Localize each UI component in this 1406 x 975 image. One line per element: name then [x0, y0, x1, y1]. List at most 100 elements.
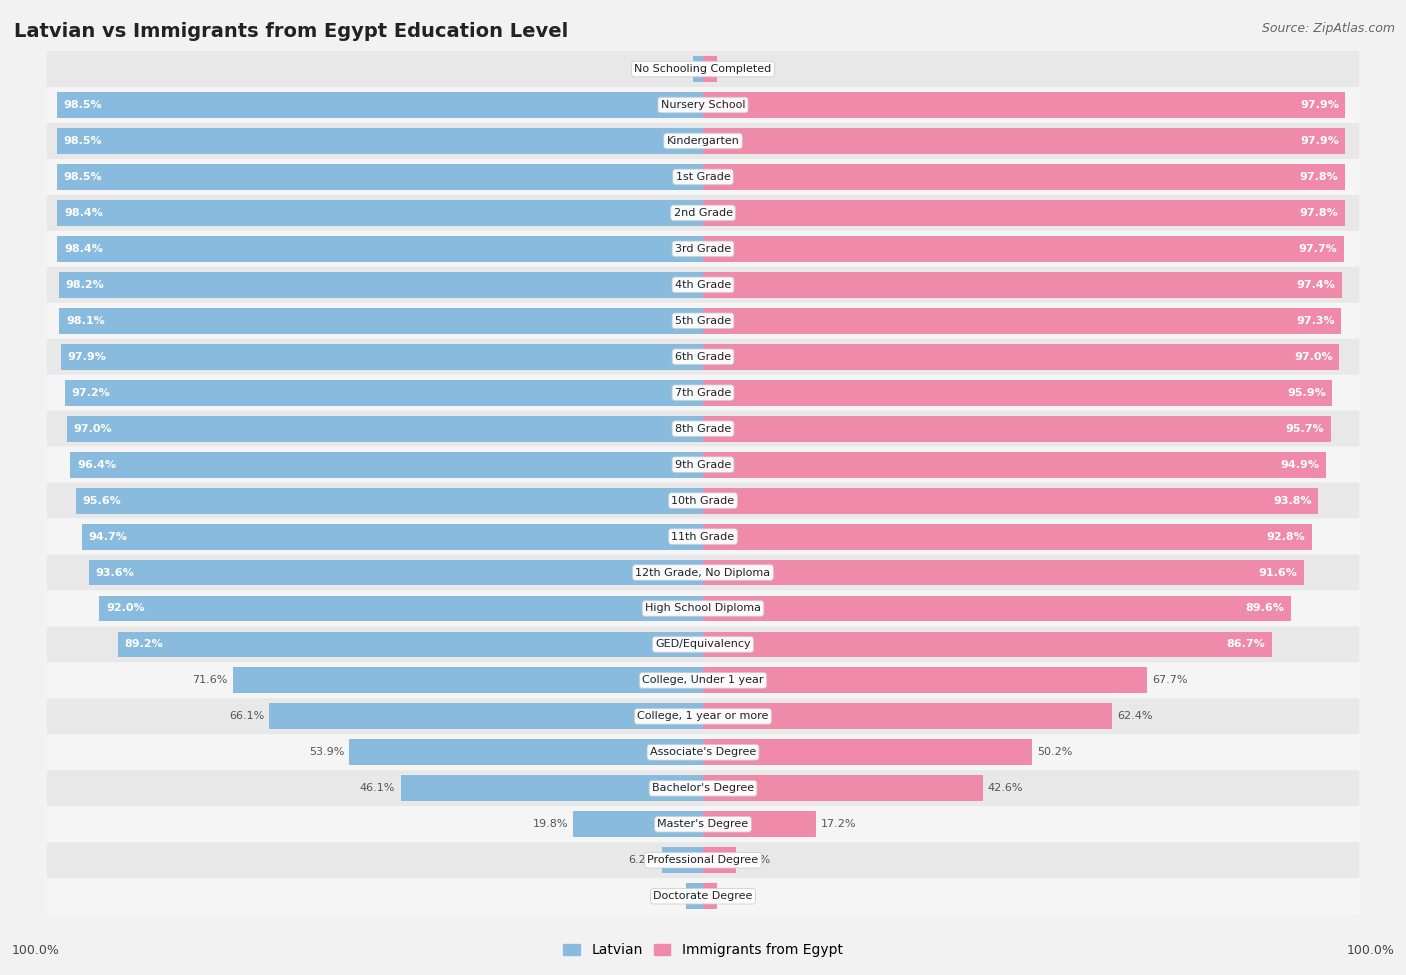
Text: 97.7%: 97.7%	[1299, 244, 1337, 254]
Text: 93.8%: 93.8%	[1274, 495, 1312, 506]
Text: 91.6%: 91.6%	[1258, 567, 1298, 577]
Text: 6th Grade: 6th Grade	[675, 352, 731, 362]
Text: 17.2%: 17.2%	[821, 819, 856, 830]
Bar	[703, 560, 1303, 585]
Text: 4th Grade: 4th Grade	[675, 280, 731, 290]
Bar	[76, 488, 703, 514]
Text: 6.2%: 6.2%	[628, 855, 657, 865]
FancyBboxPatch shape	[46, 410, 1360, 447]
Bar	[703, 272, 1343, 297]
Bar	[662, 847, 703, 874]
Bar	[349, 739, 703, 765]
FancyBboxPatch shape	[46, 159, 1360, 195]
FancyBboxPatch shape	[46, 195, 1360, 231]
Text: 98.2%: 98.2%	[65, 280, 104, 290]
Bar	[703, 847, 737, 874]
Bar	[703, 811, 815, 838]
Text: 8th Grade: 8th Grade	[675, 424, 731, 434]
Bar	[703, 739, 1032, 765]
Text: 10th Grade: 10th Grade	[672, 495, 734, 506]
Text: High School Diploma: High School Diploma	[645, 604, 761, 613]
FancyBboxPatch shape	[46, 662, 1360, 698]
Text: 97.8%: 97.8%	[1299, 172, 1339, 182]
Bar	[270, 703, 703, 729]
Text: 2.1%: 2.1%	[723, 64, 751, 74]
Text: 50.2%: 50.2%	[1038, 748, 1073, 758]
Bar	[703, 380, 1333, 406]
Legend: Latvian, Immigrants from Egypt: Latvian, Immigrants from Egypt	[558, 938, 848, 962]
Text: 97.8%: 97.8%	[1299, 208, 1339, 217]
FancyBboxPatch shape	[46, 734, 1360, 770]
Text: 98.1%: 98.1%	[66, 316, 104, 326]
Bar	[703, 57, 717, 82]
Bar	[703, 632, 1272, 657]
Bar	[401, 775, 703, 801]
Text: 42.6%: 42.6%	[988, 783, 1024, 794]
Text: 3rd Grade: 3rd Grade	[675, 244, 731, 254]
Bar	[233, 668, 703, 693]
FancyBboxPatch shape	[46, 447, 1360, 483]
Bar	[118, 632, 703, 657]
FancyBboxPatch shape	[46, 878, 1360, 915]
Text: Kindergarten: Kindergarten	[666, 136, 740, 146]
Text: 94.9%: 94.9%	[1279, 459, 1319, 470]
FancyBboxPatch shape	[46, 627, 1360, 662]
Bar	[703, 308, 1341, 333]
Bar	[686, 883, 703, 909]
Bar	[100, 596, 703, 621]
Text: 5th Grade: 5th Grade	[675, 316, 731, 326]
Bar	[58, 236, 703, 262]
Text: 98.5%: 98.5%	[63, 172, 101, 182]
Bar	[60, 344, 703, 370]
Bar	[703, 200, 1344, 226]
Text: 98.4%: 98.4%	[63, 244, 103, 254]
Bar	[703, 703, 1112, 729]
Text: Professional Degree: Professional Degree	[647, 855, 759, 865]
Text: 98.5%: 98.5%	[63, 100, 101, 110]
Text: Associate's Degree: Associate's Degree	[650, 748, 756, 758]
FancyBboxPatch shape	[46, 698, 1360, 734]
Bar	[56, 92, 703, 118]
Text: 97.9%: 97.9%	[1301, 136, 1339, 146]
FancyBboxPatch shape	[46, 338, 1360, 374]
Text: College, Under 1 year: College, Under 1 year	[643, 676, 763, 685]
Text: Latvian vs Immigrants from Egypt Education Level: Latvian vs Immigrants from Egypt Educati…	[14, 22, 568, 41]
Bar	[703, 488, 1319, 514]
FancyBboxPatch shape	[46, 555, 1360, 591]
Text: 97.2%: 97.2%	[72, 388, 111, 398]
Bar	[66, 415, 703, 442]
FancyBboxPatch shape	[46, 483, 1360, 519]
Bar	[65, 380, 703, 406]
Text: 100.0%: 100.0%	[1347, 945, 1395, 957]
Text: 97.3%: 97.3%	[1296, 316, 1334, 326]
Text: 93.6%: 93.6%	[96, 567, 134, 577]
Text: College, 1 year or more: College, 1 year or more	[637, 712, 769, 722]
FancyBboxPatch shape	[46, 374, 1360, 410]
Text: 2nd Grade: 2nd Grade	[673, 208, 733, 217]
Text: 92.8%: 92.8%	[1267, 531, 1305, 541]
Text: 98.4%: 98.4%	[63, 208, 103, 217]
FancyBboxPatch shape	[46, 303, 1360, 338]
Bar	[703, 668, 1147, 693]
Text: 46.1%: 46.1%	[360, 783, 395, 794]
Text: 97.0%: 97.0%	[73, 424, 111, 434]
Bar	[59, 308, 703, 333]
Text: 62.4%: 62.4%	[1118, 712, 1153, 722]
Text: 97.9%: 97.9%	[1301, 100, 1339, 110]
Text: 95.7%: 95.7%	[1285, 424, 1324, 434]
Text: 19.8%: 19.8%	[533, 819, 568, 830]
Bar	[703, 415, 1331, 442]
Text: 97.0%: 97.0%	[1295, 352, 1333, 362]
FancyBboxPatch shape	[46, 87, 1360, 123]
Bar	[703, 236, 1344, 262]
Bar	[574, 811, 703, 838]
Bar	[56, 164, 703, 190]
Text: No Schooling Completed: No Schooling Completed	[634, 64, 772, 74]
Text: 89.2%: 89.2%	[124, 640, 163, 649]
FancyBboxPatch shape	[46, 51, 1360, 87]
Text: 1.5%: 1.5%	[659, 64, 688, 74]
FancyBboxPatch shape	[46, 123, 1360, 159]
Bar	[58, 200, 703, 226]
Text: Master's Degree: Master's Degree	[658, 819, 748, 830]
Bar	[703, 883, 717, 909]
